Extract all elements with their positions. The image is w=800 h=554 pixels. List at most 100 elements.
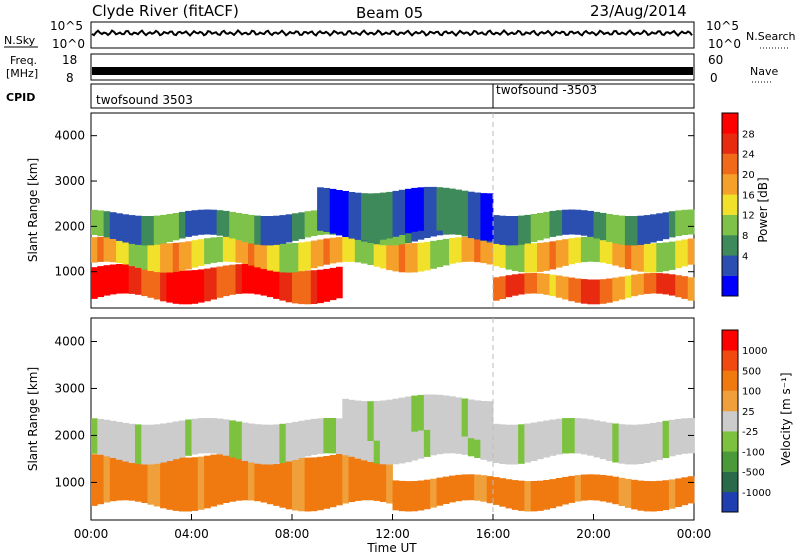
range-time-cell: [273, 454, 280, 506]
range-time-cell: [580, 418, 588, 455]
freq-label-1: Freq.: [10, 54, 37, 67]
range-time-cell: [637, 480, 645, 511]
range-time-cell: [91, 418, 98, 454]
date-label: 23/Aug/2014: [590, 2, 687, 20]
range-time-cell: [97, 266, 104, 298]
ytick-label: 1000: [54, 475, 85, 489]
range-time-cell: [116, 451, 123, 501]
range-time-cell: [537, 273, 544, 294]
range-time-cell: [505, 479, 513, 509]
range-time-cell: [172, 457, 180, 511]
range-time-cell: [116, 421, 123, 460]
range-time-cell: [681, 418, 689, 454]
range-time-cell: [455, 237, 462, 263]
range-time-cell: [493, 423, 500, 463]
range-time-cell: [593, 474, 601, 501]
range-time-cell: [210, 209, 217, 235]
range-time-cell: [160, 455, 167, 509]
range-time-cell: [266, 453, 274, 505]
range-time-cell: [109, 264, 117, 295]
range-time-cell: [379, 192, 387, 240]
colorbar-swatch: [722, 410, 738, 432]
range-time-cell: [643, 273, 651, 294]
range-time-cell: [323, 418, 331, 454]
range-time-cell: [279, 268, 287, 301]
range-time-cell: [398, 243, 406, 273]
range-time-cell: [191, 418, 199, 455]
range-time-cell: [555, 418, 563, 455]
range-time-cell: [474, 237, 481, 263]
range-time-cell: [405, 481, 412, 512]
range-time-cell: [442, 476, 450, 504]
range-time-cell: [222, 210, 230, 237]
range-time-cell: [461, 236, 469, 262]
range-time-cell: [235, 237, 243, 263]
range-time-cell: [480, 193, 488, 241]
range-time-cell: [612, 476, 619, 505]
range-time-cell: [530, 273, 538, 294]
xtick-label: 04:00: [174, 527, 209, 541]
range-time-cell: [254, 264, 261, 295]
range-time-cell: [543, 420, 550, 458]
range-time-cell: [273, 215, 280, 245]
range-time-cell: [681, 276, 689, 299]
range-time-cell: [562, 209, 569, 235]
range-time-cell: [128, 451, 136, 501]
range-time-cell: [493, 215, 500, 244]
range-time-cell: [480, 237, 488, 264]
range-time-cell: [405, 188, 412, 234]
range-time-cell: [254, 215, 261, 245]
range-time-cell: [461, 398, 469, 437]
range-time-cell: [361, 422, 368, 461]
range-time-cell: [222, 452, 230, 503]
range-time-cell: [618, 276, 626, 300]
range-time-cell: [530, 422, 538, 461]
range-time-cell: [436, 477, 444, 506]
range-time-cell: [361, 401, 368, 441]
range-time-cell: [511, 216, 519, 246]
range-time-cell: [624, 424, 632, 465]
range-time-cell: [417, 394, 425, 431]
colorbar-tick: 16: [742, 190, 755, 201]
range-time-cell: [562, 418, 569, 454]
range-time-cell: [499, 240, 506, 268]
range-time-cell: [367, 450, 375, 501]
range-time-cell: [178, 211, 186, 239]
range-time-cell: [204, 268, 211, 302]
range-time-cell: [449, 396, 456, 433]
range-time-cell: [467, 191, 475, 239]
range-time-cell: [656, 273, 663, 294]
xtick-label: 20:00: [576, 527, 611, 541]
range-time-cell: [248, 264, 255, 294]
range-time-cell: [480, 401, 488, 441]
range-time-cell: [499, 424, 506, 464]
range-time-cell: [405, 396, 412, 434]
range-time-cell: [386, 424, 393, 465]
range-time-cell: [668, 419, 676, 457]
range-time-cell: [367, 193, 375, 241]
range-time-cell: [304, 419, 312, 457]
station-title: Clyde River (fitACF): [92, 2, 239, 20]
range-time-cell: [103, 419, 111, 457]
range-time-cell: [109, 237, 117, 263]
range-time-cell: [499, 478, 506, 507]
range-time-cell: [97, 453, 104, 505]
range-time-cell: [606, 475, 613, 503]
range-time-cell: [147, 453, 155, 505]
range-time-cell: [618, 424, 626, 464]
ytick-label: 4000: [54, 129, 85, 143]
range-time-cell: [354, 192, 362, 240]
range-time-cell: [411, 422, 418, 461]
range-time-cell: [185, 270, 192, 305]
range-time-cell: [304, 211, 312, 238]
range-time-cell: [229, 420, 236, 458]
freq-label-2: [MHz]: [6, 67, 38, 80]
nsky-tick-bottom-left: 10^0: [52, 37, 85, 51]
range-time-cell: [317, 456, 324, 511]
range-time-cell: [342, 191, 349, 237]
xtick-label: 16:00: [476, 527, 511, 541]
range-time-cell: [210, 267, 217, 300]
range-time-cell: [166, 214, 174, 242]
range-time-cell: [379, 240, 387, 269]
range-time-cell: [216, 236, 224, 263]
